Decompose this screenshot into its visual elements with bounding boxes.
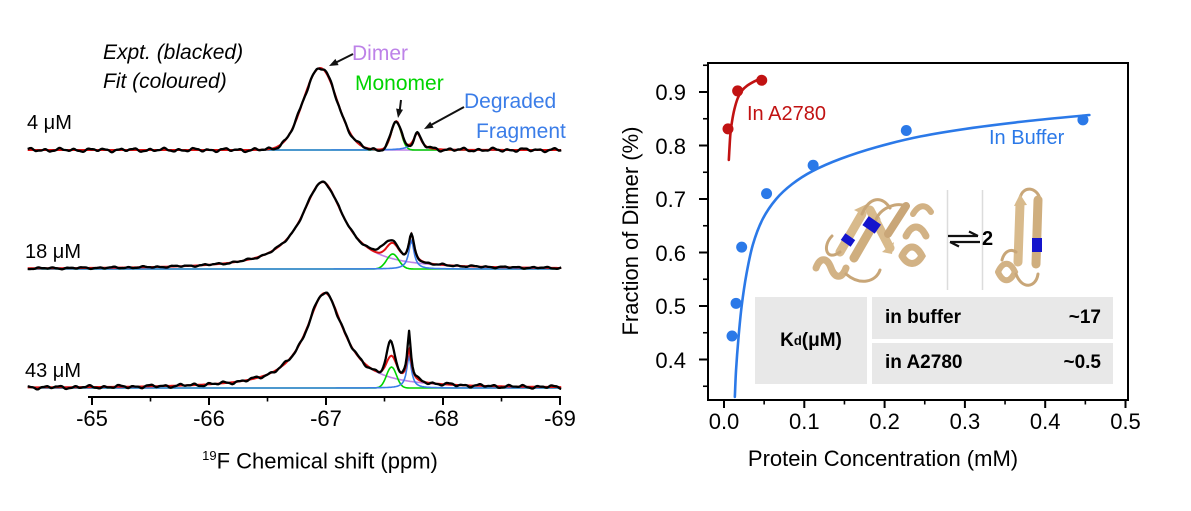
right-x-axis-title: Protein Concentration (mM) — [747, 446, 1019, 471]
total-fit-curve — [27, 180, 562, 270]
right-x-tick-label-4: 0.4 — [1029, 409, 1061, 434]
right-y-tick-label-1: 0.8 — [655, 133, 686, 159]
left-x-tick-label-0: -65 — [76, 406, 108, 431]
data-point-buffer — [1077, 114, 1089, 126]
kd-table-row-a2780: in A2780 ~0.5 — [872, 342, 1113, 384]
spectrum-row-18 μM — [27, 180, 562, 271]
data-point-buffer — [807, 159, 819, 171]
experimental-trace — [27, 180, 562, 271]
kd-row-label: in A2780 — [885, 352, 963, 374]
degraded-fragment-label-line2: Fragment — [476, 120, 566, 143]
fit-curve-buffer — [733, 113, 1091, 399]
stoichiometry-coefficient: 2 — [982, 228, 994, 250]
left-x-tick-label-3: -68 — [427, 406, 459, 431]
monomer-structure-image — [995, 187, 1043, 287]
data-point-buffer — [900, 125, 912, 137]
equilibrium-arrow-icon — [948, 230, 980, 248]
right-y-tick-label-3: 0.6 — [655, 240, 686, 266]
total-fit-curve — [27, 291, 562, 389]
right-x-tick-label-1: 0.1 — [789, 409, 820, 434]
data-point-a2780 — [756, 74, 768, 86]
right-x-tick-label-0: 0.0 — [708, 409, 740, 434]
data-point-buffer — [730, 297, 742, 309]
data-point-buffer — [726, 330, 738, 342]
left-x-tick-label-4: -69 — [544, 406, 576, 431]
left-x-tick-label-1: -66 — [193, 406, 225, 431]
series-label-a2780: In A2780 — [747, 103, 826, 125]
dimer-structure-image — [812, 198, 934, 283]
fit-component-monomer — [223, 121, 512, 151]
right-x-tick-label-3: 0.3 — [949, 409, 981, 434]
right-x-tick-label-5: 0.5 — [1110, 409, 1141, 434]
legend-fit-label: Fit (coloured) — [103, 70, 227, 93]
fit-component-degraded-fragment — [33, 238, 559, 270]
series-label-buffer: In Buffer — [989, 127, 1065, 149]
dimer-peak-label: Dimer — [352, 42, 408, 65]
spectrum-row-4 μM — [27, 66, 562, 154]
monomer-annotation-arrow-icon — [396, 99, 403, 118]
kd-row-value: ~17 — [1068, 306, 1101, 328]
dimer-annotation-arrow-icon — [329, 53, 354, 66]
data-point-a2780 — [722, 123, 734, 135]
right-y-tick-label-4: 0.5 — [655, 294, 686, 319]
data-point-buffer — [736, 241, 748, 253]
fit-curve-a2780 — [727, 76, 764, 162]
left-x-axis-title: 19F Chemical shift (ppm) — [202, 448, 438, 474]
monomer-peak-label: Monomer — [355, 72, 444, 95]
right-y-tick-label-2: 0.7 — [655, 187, 686, 212]
concentration-label-18uM: 18 μM — [25, 241, 81, 263]
experimental-trace — [27, 291, 562, 391]
degraded-annotation-arrow-icon — [424, 106, 465, 129]
concentration-label-43uM: 43 μM — [25, 360, 81, 382]
legend-experimental-label: Expt. (blacked) — [103, 41, 244, 64]
kd-row-value: ~0.5 — [1063, 352, 1101, 374]
right-plot-frame — [707, 62, 1129, 401]
right-x-tick-label-2: 0.2 — [869, 409, 900, 434]
fit-component-dimer — [33, 292, 559, 389]
right-y-tick-label-5: 0.4 — [655, 347, 686, 373]
left-x-tick-label-2: -67 — [310, 406, 342, 431]
kd-table-row-buffer: in buffer ~17 — [872, 297, 1113, 339]
f19-superscript: 19 — [202, 448, 217, 463]
spectrum-row-43 μM — [27, 291, 562, 391]
right-y-tick-label-0: 0.9 — [655, 80, 686, 105]
data-point-a2780 — [732, 85, 744, 97]
experimental-trace — [27, 67, 562, 154]
data-point-buffer — [761, 188, 773, 200]
kd-row-label: in buffer — [885, 306, 961, 328]
degraded-fragment-label-line1: Degraded — [464, 90, 557, 113]
concentration-label-4uM: 4 μM — [27, 112, 72, 134]
